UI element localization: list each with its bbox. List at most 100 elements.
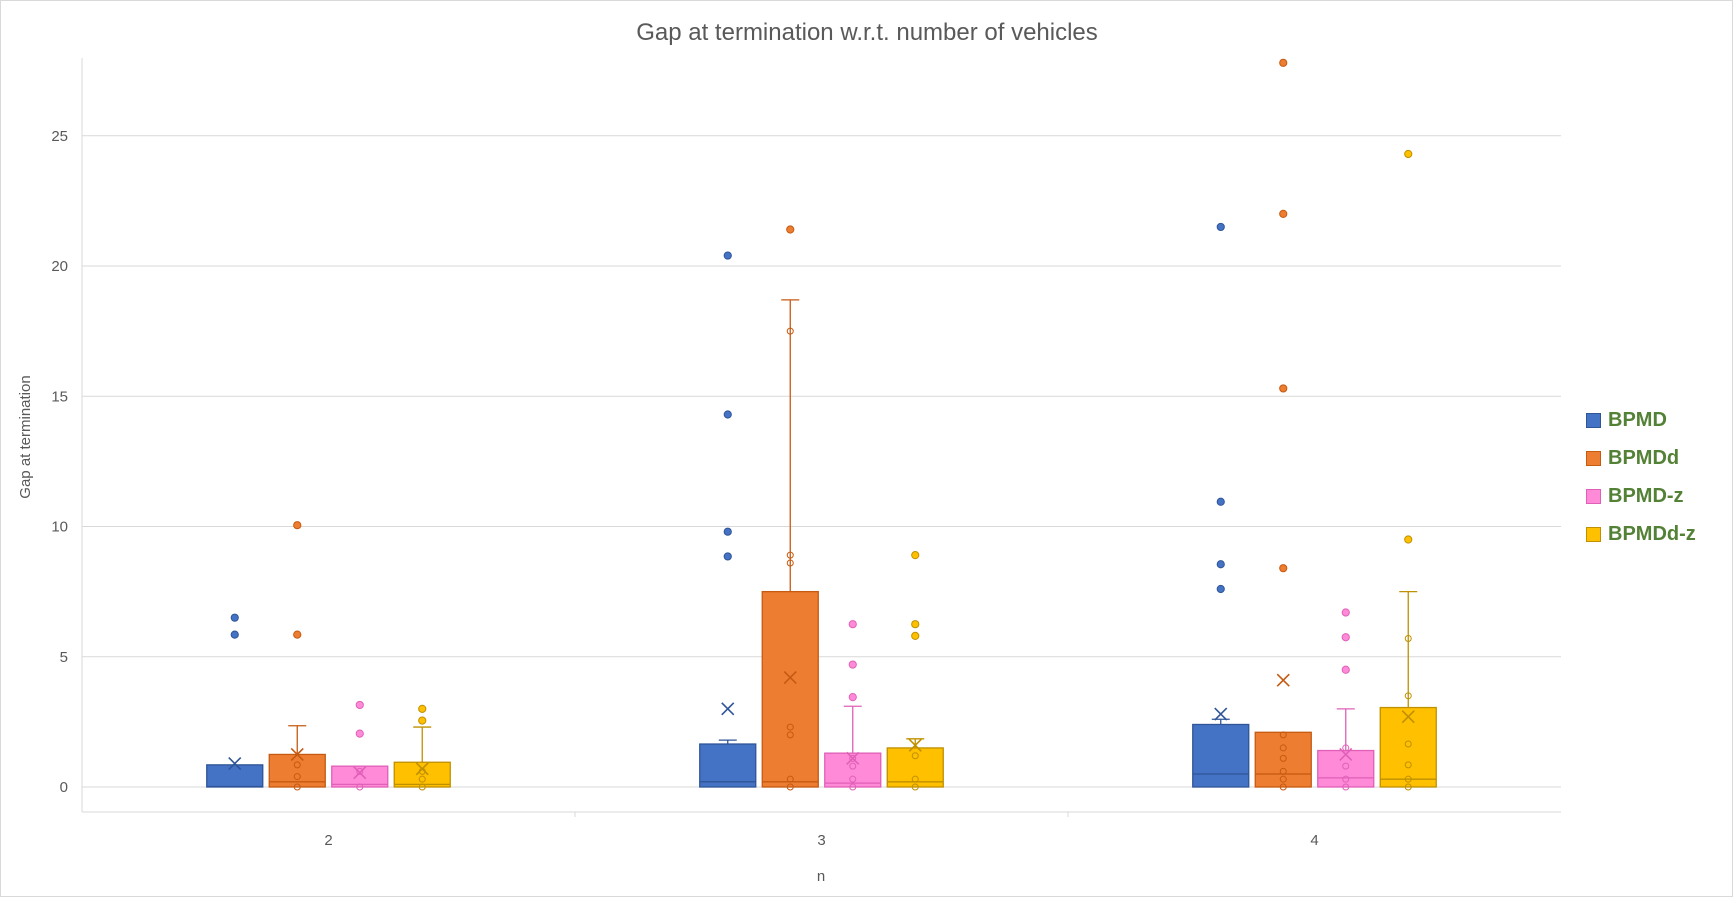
inner-point [1404, 761, 1412, 769]
legend-label: BPMD-z [1608, 484, 1684, 507]
inner-point [1279, 775, 1287, 783]
box-BPMDd-z-n4 [1379, 149, 1437, 791]
legend: BPMD BPMDd BPMD-z BPMDd-z [1586, 401, 1726, 553]
inner-point [1404, 635, 1412, 643]
outlier-point [355, 729, 364, 738]
axes: 0 5 10 15 20 25 2 3 4 [51, 58, 1561, 849]
legend-item-BPMD: BPMD [1586, 401, 1726, 439]
outlier-point [786, 225, 795, 234]
box-BPMDd-n3 [761, 225, 819, 791]
x-tick-label: 4 [1310, 832, 1318, 849]
mean-marker [415, 762, 429, 776]
inner-point [786, 559, 794, 567]
inner-point [911, 775, 919, 783]
box-iqr [761, 590, 819, 788]
outlier-point [355, 700, 364, 710]
legend-item-BPMD-z: BPMD-z [1586, 477, 1726, 515]
inner-point [293, 773, 301, 781]
outlier-point [1279, 384, 1288, 393]
inner-point [1342, 744, 1350, 752]
outlier-point [1279, 564, 1288, 573]
outlier-point [418, 716, 427, 725]
inner-point [293, 783, 301, 791]
box-iqr [393, 761, 451, 788]
gridlines [82, 135, 1561, 788]
legend-swatch [1586, 488, 1601, 504]
inner-point [786, 723, 794, 731]
y-tick-label: 5 [60, 649, 68, 666]
mean-marker [228, 756, 242, 771]
inner-point [356, 783, 364, 791]
box-BPMD-n4 [1192, 222, 1250, 788]
box-iqr [1192, 723, 1250, 788]
outlier-point [911, 551, 920, 560]
legend-label: BPMDd-z [1608, 522, 1696, 545]
inner-point [1279, 767, 1287, 775]
legend-item-BPMDd: BPMDd [1586, 439, 1726, 477]
mean-marker [1276, 673, 1290, 687]
box-iqr [699, 743, 757, 788]
outlier-point [418, 704, 427, 713]
legend-swatch [1586, 526, 1601, 542]
box-iqr [1254, 731, 1312, 788]
y-tick-label: 20 [51, 258, 68, 275]
mean-marker [1339, 747, 1353, 762]
outlier-point [1216, 222, 1225, 232]
inner-point [849, 754, 857, 762]
outlier-point [723, 552, 732, 561]
outlier-point [723, 251, 732, 260]
box-BPMD-z-n2 [331, 700, 389, 791]
mean-marker [1401, 710, 1415, 724]
inner-point [418, 783, 426, 791]
outlier-point [911, 620, 920, 629]
x-axis-title: n [817, 868, 825, 885]
outlier-point [230, 613, 239, 622]
inner-point [1404, 783, 1412, 791]
x-tick-label: 3 [817, 832, 825, 849]
mean-marker [1214, 707, 1228, 721]
box-BPMD-n3 [699, 251, 757, 788]
inner-point [786, 783, 794, 791]
mean-marker [353, 766, 367, 780]
inner-point [786, 731, 794, 739]
box-BPMD-n2 [206, 613, 264, 788]
outlier-point [723, 527, 732, 536]
box-BPMDd-z-n2 [393, 704, 451, 791]
inner-point [1404, 692, 1412, 700]
box-iqr [331, 765, 389, 788]
outlier-point [1404, 535, 1413, 544]
box-iqr [824, 752, 882, 788]
y-axis-title: Gap at termination [17, 375, 34, 498]
box-BPMDd-n4 [1254, 58, 1312, 791]
box-iqr [206, 764, 264, 788]
inner-point [786, 775, 794, 783]
inner-point [1342, 783, 1350, 791]
mean-marker [846, 751, 860, 765]
inner-point [1342, 762, 1350, 770]
y-tick-label: 25 [51, 128, 68, 145]
inner-point [356, 767, 364, 775]
outlier-point [1216, 584, 1225, 594]
outlier-point [911, 631, 920, 641]
outlier-point [1216, 560, 1225, 569]
mean-marker [908, 738, 922, 752]
inner-point [293, 761, 301, 769]
outlier-point [848, 660, 857, 669]
outlier-point [848, 620, 857, 629]
outlier-point [1279, 58, 1288, 67]
inner-point [1279, 744, 1287, 752]
inner-point [911, 783, 919, 791]
mean-marker [721, 702, 735, 716]
inner-point [1404, 740, 1412, 748]
legend-swatch [1586, 412, 1601, 428]
inner-point [786, 327, 794, 335]
inner-point [911, 752, 919, 760]
chart-title: Gap at termination w.r.t. number of vehi… [636, 19, 1098, 46]
box-iqr [886, 747, 944, 788]
outlier-point [848, 693, 857, 702]
outlier-point [1404, 149, 1413, 159]
inner-point [1404, 775, 1412, 783]
mean-marker [290, 747, 304, 762]
